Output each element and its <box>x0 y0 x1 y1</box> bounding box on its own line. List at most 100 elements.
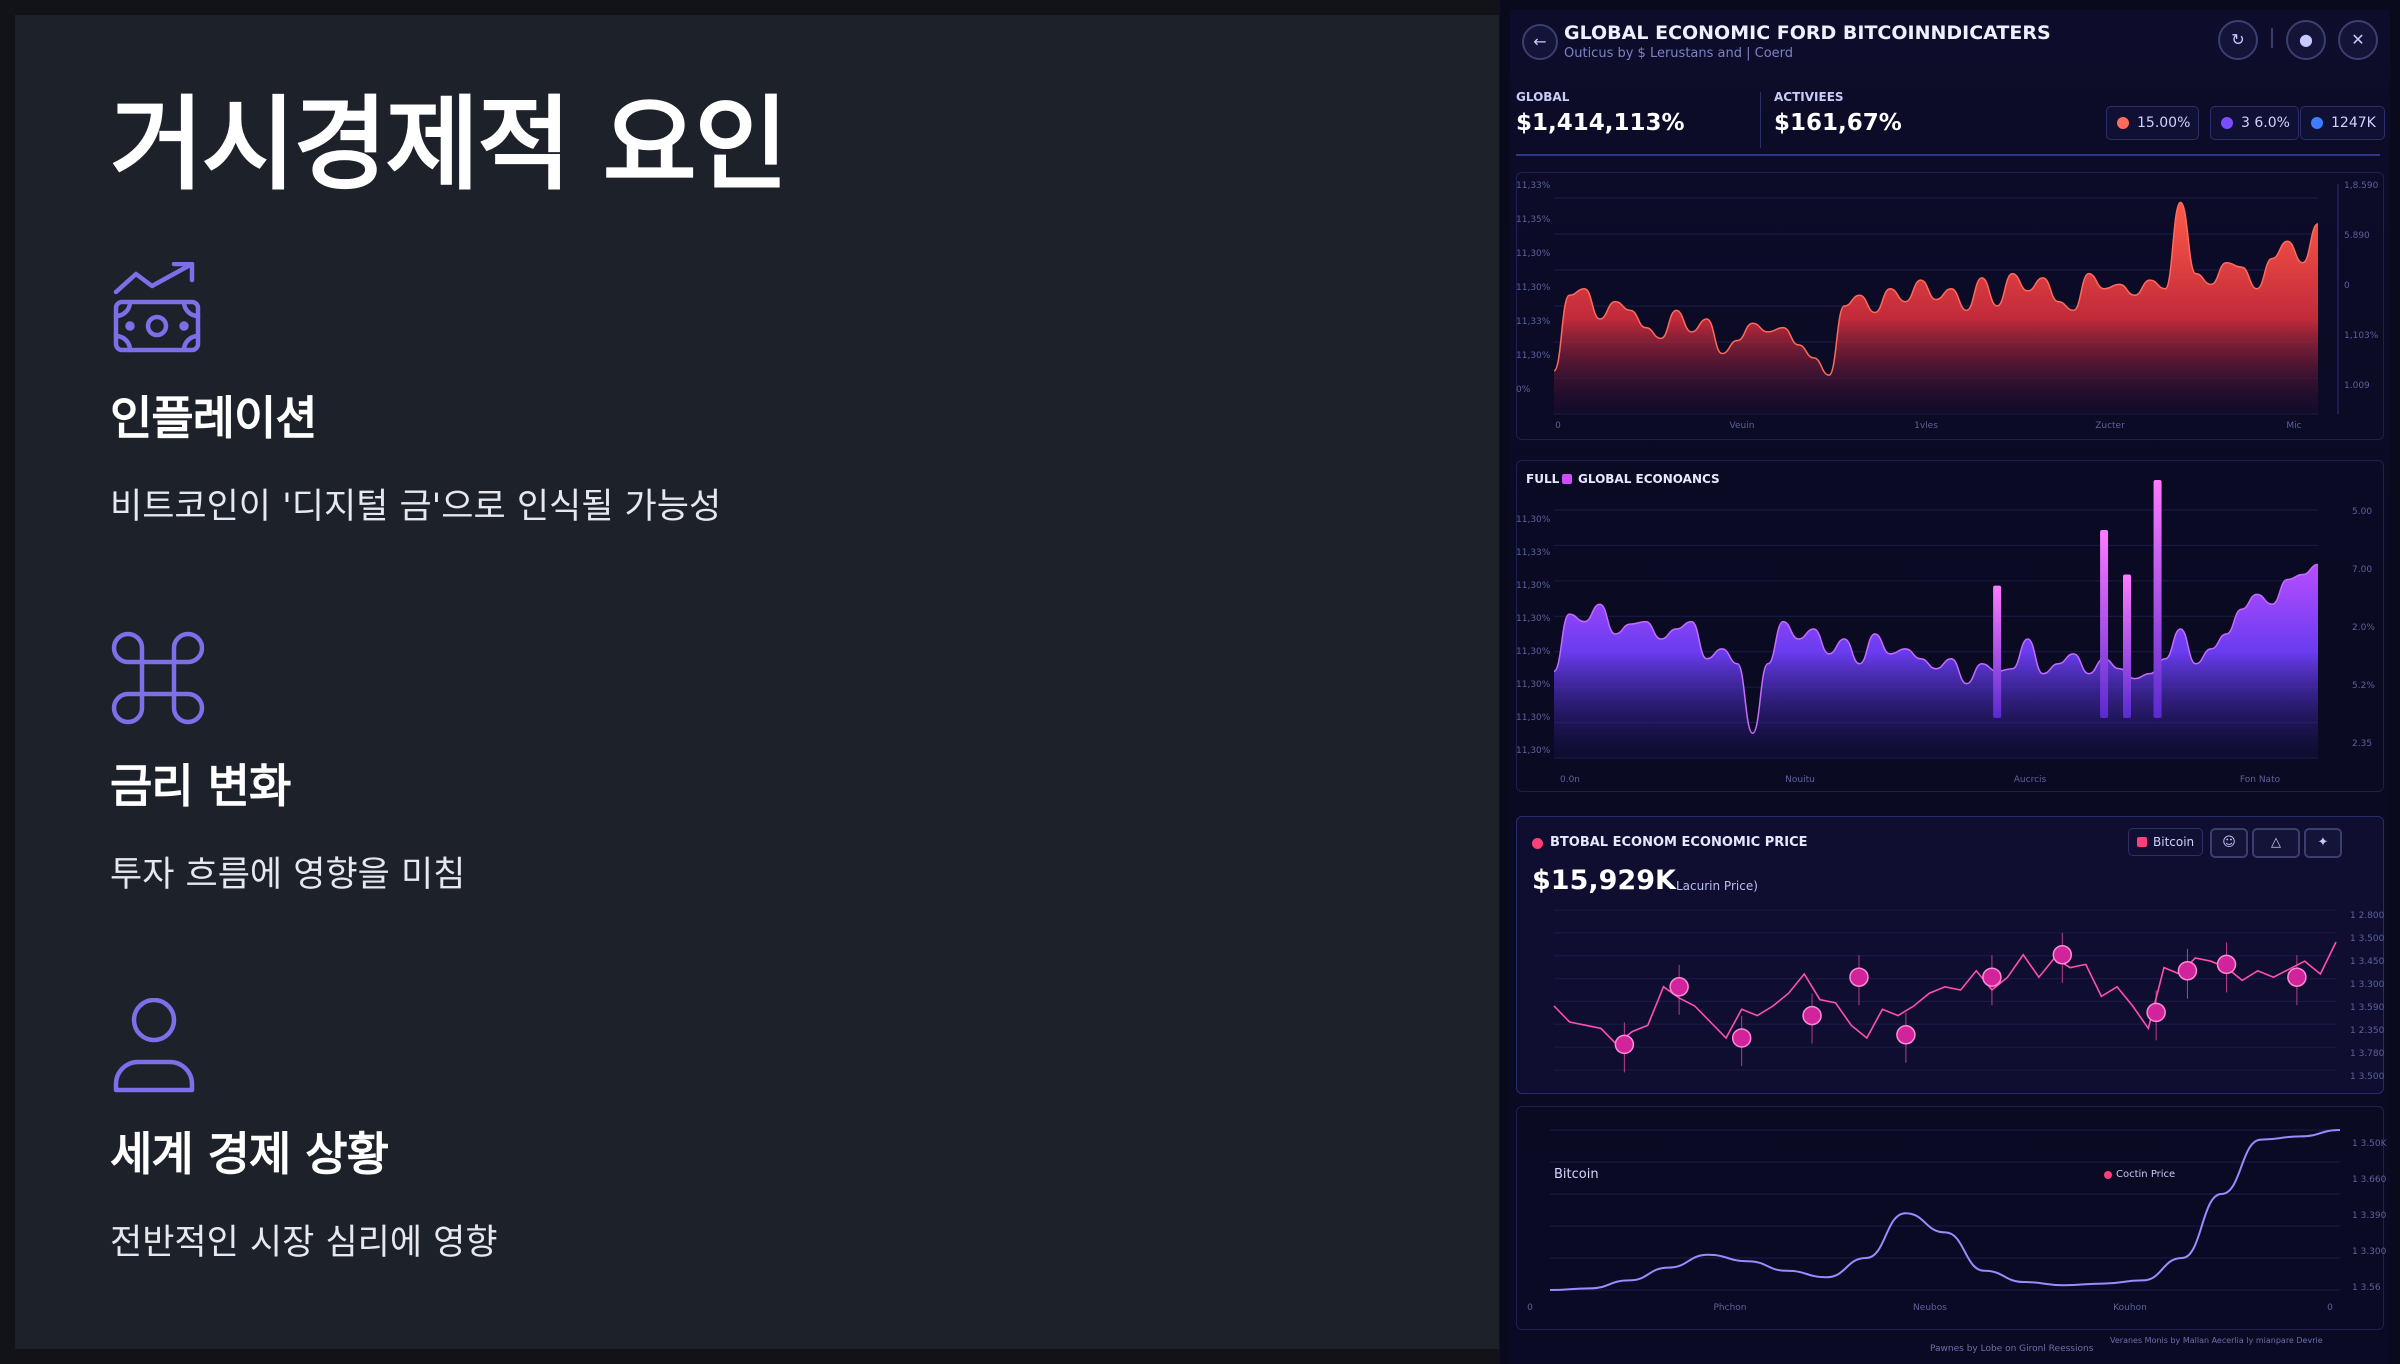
money-trend-up-icon <box>110 261 206 358</box>
factor-description: 비트코인이 '디지털 금'으로 인식될 가능성 <box>110 487 722 527</box>
axis-tick-label: Zucter <box>2095 421 2125 431</box>
axis-tick-label: 11,30% <box>1516 647 1551 657</box>
chart-panel-red <box>1516 172 2384 440</box>
series-line <box>1549 1129 2341 1291</box>
price-marker <box>1896 1025 1916 1045</box>
chart-panel-bottom <box>1516 1106 2384 1330</box>
legend-pill-red[interactable]: 15.00% <box>2106 106 2200 140</box>
axis-tick-label: 1 3.56 <box>2352 1283 2381 1293</box>
price-panel-title: BTOBAL ECONOM ECONOMIC PRICE <box>1550 835 1808 850</box>
group-filter-icon[interactable]: △ <box>2252 828 2300 858</box>
factor-world-economy: 세계 경제 상황 전반적인 시장 심리에 영향 <box>110 997 1110 1265</box>
area-line <box>1553 201 2319 376</box>
chat-icon[interactable]: ● <box>2286 20 2326 60</box>
content-panel <box>15 15 1499 1349</box>
stat-value: $1,414,113% <box>1516 110 1685 136</box>
bottom-left-label: Bitcoin <box>1554 1167 1599 1182</box>
legend-dot <box>2104 1171 2112 1179</box>
close-icon[interactable]: ✕ <box>2338 20 2378 60</box>
price-marker <box>1731 1028 1752 1048</box>
area-fill <box>1554 564 2318 758</box>
axis-tick-label: 2.0% <box>2352 623 2375 633</box>
legend-swatch <box>1562 474 1572 484</box>
command-icon <box>110 630 206 726</box>
axis-tick-label: 1 3.50K <box>2352 1139 2388 1149</box>
factor-heading: 금리 변화 <box>110 759 291 813</box>
axis-tick-label: 11,30% <box>1516 351 1551 361</box>
axis-tick-label: 11,30% <box>1516 581 1551 591</box>
axis-tick-label: 5.00 <box>2352 507 2372 517</box>
axis-tick-label: 11,30% <box>1516 713 1551 723</box>
settings-icon[interactable]: ✦ <box>2304 828 2342 858</box>
legend-dot <box>2117 117 2129 129</box>
axis-tick-label: 1 3.660 <box>2352 1175 2387 1185</box>
axis-tick-label: 1.009 <box>2344 381 2370 391</box>
pill-label: 3 6.0% <box>2241 115 2290 131</box>
axis-tick-label: 11,30% <box>1516 746 1551 756</box>
bottom-right-label: Coctin Price <box>2116 1169 2176 1180</box>
price-marker <box>1802 1005 1822 1026</box>
axis-tick-label: Neubos <box>1913 1303 1947 1313</box>
chart-panel-price <box>1516 816 2384 1094</box>
stat-divider <box>1760 92 1761 148</box>
dashboard-title: GLOBAL ECONOMIC FORD BITCOINNDICATERS <box>1564 22 2051 44</box>
axis-tick-label: 11,30% <box>1516 249 1551 259</box>
axis-tick-label: 0 <box>1555 421 1561 431</box>
price-value: $15,929K <box>1532 865 1676 896</box>
axis-tick-label: 1 3.590 <box>2350 1003 2385 1013</box>
axis-tick-label: 0 <box>2327 1303 2333 1313</box>
axis-tick-label: 1 3.500 <box>2350 1072 2385 1082</box>
dashboard-image: ← GLOBAL ECONOMIC FORD BITCOINNDICATERS … <box>1500 0 2400 1364</box>
slide-title: 거시경제적 요인 <box>110 86 788 205</box>
back-icon[interactable]: ← <box>1522 24 1558 60</box>
axis-tick-label: 11,30% <box>1516 515 1551 525</box>
area-fill <box>1554 202 2318 414</box>
price-marker <box>2216 954 2237 975</box>
legend-pill-purple[interactable]: 3 6.0% <box>2210 106 2299 140</box>
axis-tick-label: 2.35 <box>2352 739 2372 749</box>
factor-heading: 인플레이션 <box>110 391 318 445</box>
chart-price-line: 1 2.800 1 3.500 1 3.450 1 3.300 1 3.590 1 2.3… <box>1553 909 2385 1082</box>
area-line <box>1553 563 2319 734</box>
pill-label: 1247K <box>2331 115 2376 131</box>
chart-bottom-line: 1 3.50K 1 3.660 1 3.390 1 3.300 1 3.56 0 Phcho… <box>1527 1129 2388 1313</box>
axis-tick-label: 5.890 <box>2344 231 2370 241</box>
legend-pill-blue[interactable]: 1247K <box>2300 106 2385 140</box>
panel-label-series: GLOBAL ECONOANCS <box>1578 472 1720 486</box>
spike-bar <box>2153 480 2162 718</box>
dashboard-frame: ← GLOBAL ECONOMIC FORD BITCOINNDICATERS … <box>1510 10 2390 1364</box>
factor-heading: 세계 경제 상황 <box>110 1127 389 1181</box>
chart-panel-purple <box>1516 460 2384 792</box>
price-marker <box>1849 967 1869 987</box>
axis-tick-label: 5.2% <box>2352 681 2375 691</box>
legend-dot <box>2311 117 2323 129</box>
spike-bar <box>2100 530 2109 718</box>
chart-purple-area: 11,30% 11,33% 11,30% 11,30% 11,30% 11,30% 11,3… <box>1516 480 2375 785</box>
axis-tick-label: Phchon <box>1714 1303 1747 1313</box>
price-marker <box>2287 967 2307 987</box>
factor-description: 투자 흐름에 영향을 미침 <box>110 855 466 895</box>
axis-tick-label: 11,30% <box>1516 680 1551 690</box>
axis-tick-label: 11,30% <box>1516 614 1551 624</box>
pill-label: 15.00% <box>2137 115 2191 131</box>
axis-tick-label: 11,33% <box>1516 181 1551 191</box>
axis-tick-label: 1,8.590 <box>2344 181 2379 191</box>
chart-red-area: 11,33% 11,35% 11,30% 11,30% 11,33% 11,30% 0% 1,… <box>1516 181 2379 431</box>
dashboard-subtitle: Outicus by $ Lerustans and | Coerd <box>1564 46 1794 61</box>
user-filter-icon[interactable]: ☺ <box>2210 828 2248 858</box>
axis-tick-label: 1 3.500 <box>2350 934 2385 944</box>
spike-bar <box>2123 574 2131 718</box>
bitcoin-chip[interactable]: Bitcoin <box>2128 828 2204 856</box>
axis-tick-label: 0 <box>1527 1303 1533 1313</box>
stat-value: $161,67% <box>1774 110 1902 136</box>
axis-tick-label: 1 3.390 <box>2352 1211 2387 1221</box>
axis-tick-label: Veuin <box>1730 421 1755 431</box>
axis-tick-label: 11,30% <box>1516 283 1551 293</box>
price-marker <box>2146 1002 2166 1023</box>
axis-tick-label: 7.00 <box>2352 565 2372 575</box>
price-line <box>1553 941 2337 1046</box>
chip-dot <box>2137 837 2147 847</box>
refresh-icon[interactable]: ↻ <box>2218 20 2258 60</box>
factor-interest-rate: 금리 변화 투자 흐름에 영향을 미침 <box>110 630 1110 897</box>
